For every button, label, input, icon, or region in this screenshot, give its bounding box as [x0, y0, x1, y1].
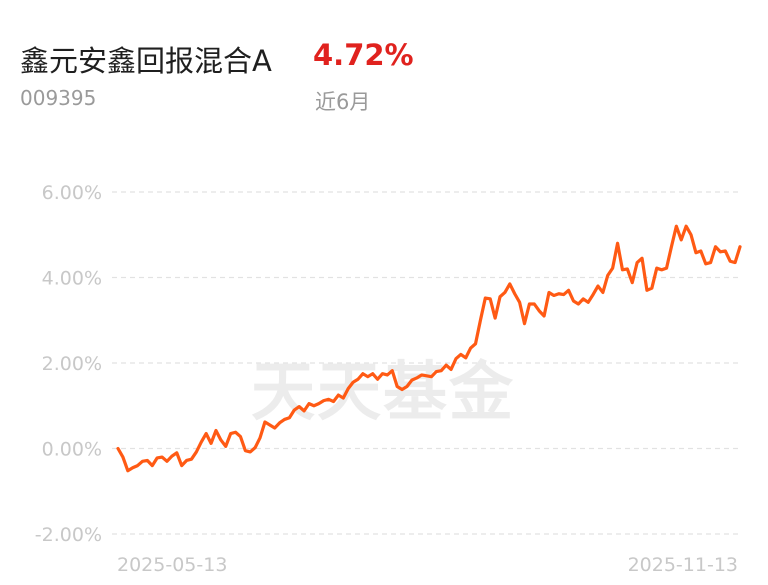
y-tick-label: 4.00%: [42, 268, 102, 290]
fund-name: 鑫元安鑫回报混合A: [20, 44, 272, 78]
y-tick-label: 6.00%: [42, 182, 102, 204]
y-tick-label: -2.00%: [35, 524, 102, 546]
watermark: 天天基金: [251, 355, 515, 430]
fund-code: 009395: [20, 86, 97, 110]
fund-return-value: 4.72%: [313, 38, 414, 72]
period-label[interactable]: 近6月: [315, 90, 371, 114]
series-line[interactable]: [116, 224, 742, 473]
x-tick-label: 2025-11-13: [628, 554, 738, 576]
x-axis-ticks: 2025-05-13 2025-11-13: [117, 554, 738, 576]
y-tick-label: 2.00%: [42, 353, 102, 375]
y-axis-ticks: 6.00% 4.00% 2.00% 0.00% -2.00%: [35, 182, 102, 546]
y-tick-label: 0.00%: [42, 439, 102, 461]
x-tick-label: 2025-05-13: [117, 554, 227, 576]
